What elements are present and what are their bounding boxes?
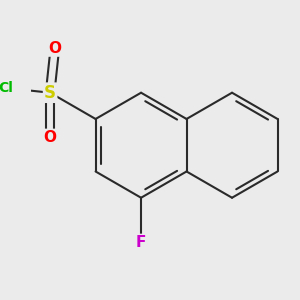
Text: S: S (44, 84, 56, 102)
Text: O: O (44, 130, 57, 145)
Text: F: F (136, 235, 146, 250)
Text: Cl: Cl (0, 81, 13, 95)
Text: O: O (48, 40, 62, 56)
